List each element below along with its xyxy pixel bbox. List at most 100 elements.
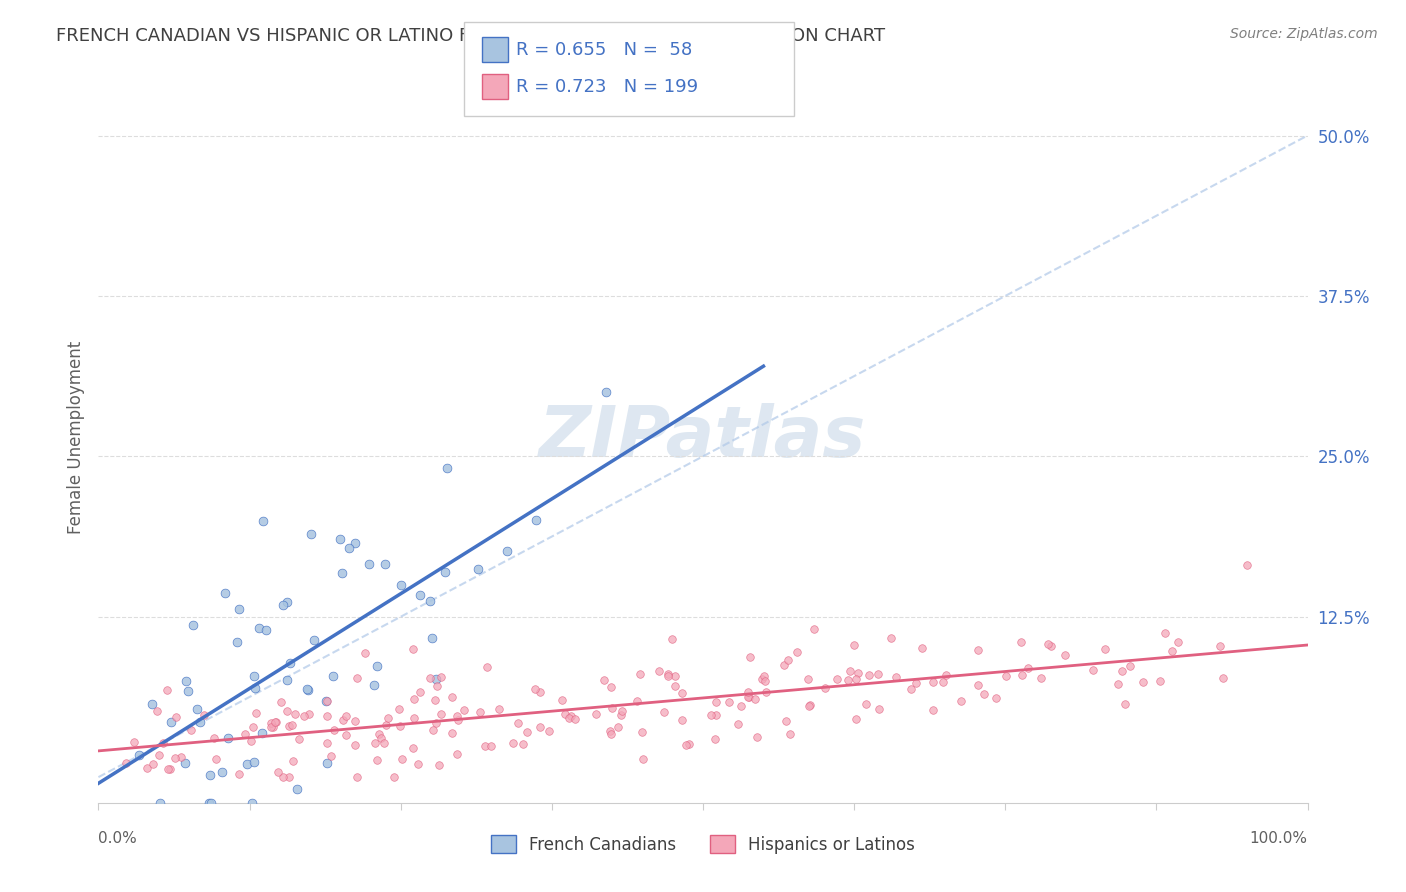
Point	[402, 710, 425, 724]
Point	[285, 782, 308, 797]
Point	[657, 668, 679, 682]
Point	[1111, 665, 1133, 679]
Point	[706, 695, 728, 709]
Point	[671, 713, 693, 727]
Point	[302, 633, 325, 648]
Point	[1094, 642, 1116, 657]
Point	[599, 723, 621, 738]
Point	[467, 562, 489, 576]
Point	[752, 668, 775, 682]
Point	[260, 716, 283, 731]
Point	[797, 672, 820, 686]
Point	[260, 720, 283, 734]
Point	[266, 714, 288, 729]
Point	[335, 709, 357, 723]
Point	[868, 702, 890, 716]
Point	[364, 736, 387, 750]
Point	[332, 714, 354, 728]
Point	[551, 692, 574, 706]
Point	[838, 665, 860, 679]
Point	[391, 578, 413, 592]
Point	[446, 747, 468, 762]
Point	[366, 658, 388, 673]
Point	[772, 658, 794, 673]
Point	[276, 595, 298, 609]
Point	[700, 707, 723, 722]
Point	[271, 770, 294, 784]
Point	[233, 727, 256, 741]
Text: ZIPatlas: ZIPatlas	[540, 402, 866, 472]
Point	[537, 723, 560, 738]
Point	[422, 723, 444, 737]
Point	[337, 541, 360, 555]
Point	[845, 673, 868, 687]
Text: FRENCH CANADIAN VS HISPANIC OR LATINO FEMALE UNEMPLOYMENT CORRELATION CHART: FRENCH CANADIAN VS HISPANIC OR LATINO FE…	[56, 27, 886, 45]
Point	[737, 690, 759, 704]
Point	[661, 632, 683, 647]
Point	[440, 690, 463, 704]
Point	[595, 385, 617, 400]
Point	[128, 747, 150, 762]
Point	[932, 675, 955, 690]
Point	[186, 702, 208, 716]
Point	[775, 714, 797, 729]
Point	[202, 731, 225, 745]
Point	[786, 645, 808, 659]
Point	[174, 756, 197, 770]
Point	[628, 666, 651, 681]
Point	[166, 710, 188, 724]
Point	[967, 677, 990, 691]
Point	[675, 738, 697, 752]
Point	[148, 747, 170, 762]
Point	[217, 731, 239, 745]
Point	[278, 656, 301, 670]
Point	[441, 726, 464, 740]
Point	[122, 735, 145, 749]
Point	[703, 731, 725, 746]
Point	[180, 723, 202, 737]
Text: R = 0.723   N = 199: R = 0.723 N = 199	[516, 78, 699, 95]
Point	[1149, 673, 1171, 688]
Point	[496, 544, 519, 558]
Point	[277, 770, 299, 784]
Point	[200, 796, 222, 810]
Point	[678, 737, 700, 751]
Point	[652, 705, 675, 719]
Point	[738, 649, 761, 664]
Point	[276, 673, 298, 687]
Point	[276, 705, 298, 719]
Point	[803, 622, 825, 636]
Point	[344, 714, 367, 729]
Point	[529, 685, 551, 699]
Point	[315, 709, 337, 723]
Point	[366, 753, 388, 767]
Point	[599, 681, 621, 695]
Point	[1011, 668, 1033, 682]
Point	[502, 736, 524, 750]
Point	[994, 669, 1017, 683]
Point	[193, 707, 215, 722]
Point	[717, 695, 740, 709]
Point	[142, 757, 165, 772]
Point	[664, 679, 686, 693]
Point	[900, 682, 922, 697]
Point	[973, 687, 995, 701]
Point	[475, 660, 498, 674]
Point	[329, 532, 352, 546]
Point	[262, 720, 284, 734]
Point	[967, 642, 990, 657]
Point	[170, 750, 193, 764]
Point	[146, 704, 169, 718]
Point	[297, 682, 319, 697]
Point	[408, 685, 430, 699]
Point	[1017, 660, 1039, 674]
Point	[419, 594, 441, 608]
Point	[346, 671, 368, 685]
Point	[1114, 698, 1136, 712]
Point	[1212, 671, 1234, 685]
Point	[647, 664, 669, 678]
Point	[950, 694, 973, 708]
Point	[115, 756, 138, 771]
Point	[243, 756, 266, 770]
Point	[430, 707, 453, 722]
